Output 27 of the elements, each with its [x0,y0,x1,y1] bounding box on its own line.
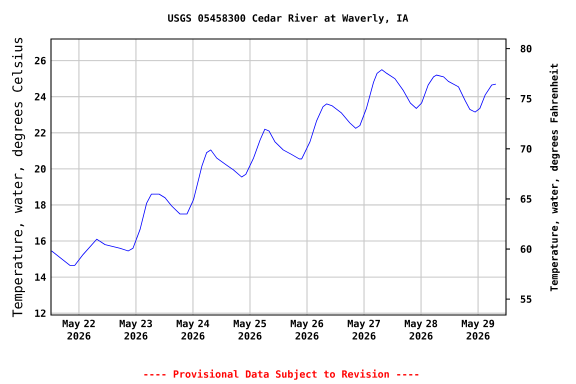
y-tick-label: 22 [34,129,46,137]
y-tick-label: 18 [35,201,46,209]
y-tick-label: 26 [34,56,46,64]
y-axis-title: Temperature, water, degrees Celsius [12,38,26,318]
y-tick-label: 24 [34,93,46,100]
x-tick-label: May 24 2026 [176,320,210,340]
x-tick-label: May 27 2026 [348,320,380,340]
y2-tick-label: 60 [520,245,532,253]
x-tick-label: May 23 2026 [120,320,152,340]
y2-axis-title: Temperature, water, degrees Fahrenheit [550,64,560,292]
x-tick-label: May 25 2026 [234,320,266,340]
y-tick-label: 20 [34,165,46,173]
x-tick-label: May 28 2026 [404,320,438,340]
y2-tick-label: 75 [520,95,532,102]
chart-title: USGS 05458300 Cedar River at Waverly, IA [168,14,408,24]
y2-tick-label: 80 [520,44,532,52]
y2-tick-label: 65 [520,195,532,203]
y2-tick-label: 70 [520,145,532,153]
y-tick-label: 12 [35,309,46,317]
y-tick-label: 16 [35,237,46,245]
x-tick-label: May 29 2026 [462,320,494,340]
y2-tick-label: 55 [520,295,532,303]
x-tick-label: May 22 2026 [62,320,95,340]
text: ---- Provisional Data Subject to Revision ---- [144,370,418,380]
y-tick-label: 14 [35,273,46,281]
line-series [51,69,496,266]
x-tick-label: May 26 2026 [290,320,324,340]
